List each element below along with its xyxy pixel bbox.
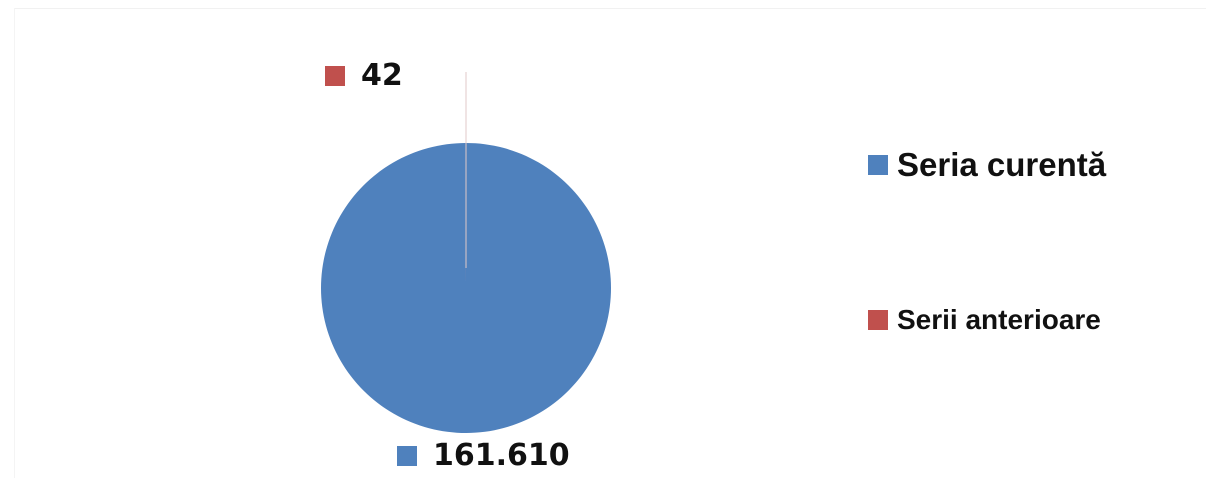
data-label-serii-anterioare: 42 (325, 61, 403, 91)
legend-item-serii-anterioare: Serii anterioare (868, 306, 1101, 334)
data-label-swatch-serii-anterioare (325, 66, 345, 86)
legend-swatch-serii-anterioare (868, 310, 888, 330)
legend-item-seria-curenta: Seria curentă (868, 148, 1106, 181)
legend-label-seria-curenta: Seria curentă (897, 146, 1107, 183)
data-label-seria-curenta: 161.610 (397, 441, 570, 471)
pie-slice-seria-curenta (321, 142, 612, 433)
chart-border-left (14, 8, 15, 478)
data-label-swatch-seria-curenta (397, 446, 417, 466)
chart-border-top (14, 8, 1206, 9)
legend-swatch-seria-curenta (868, 154, 888, 175)
legend-label-serii-anterioare: Serii anterioare (897, 304, 1101, 335)
data-label-value-seria-curenta: 161.610 (433, 438, 570, 473)
data-label-value-serii-anterioare: 42 (361, 58, 403, 93)
